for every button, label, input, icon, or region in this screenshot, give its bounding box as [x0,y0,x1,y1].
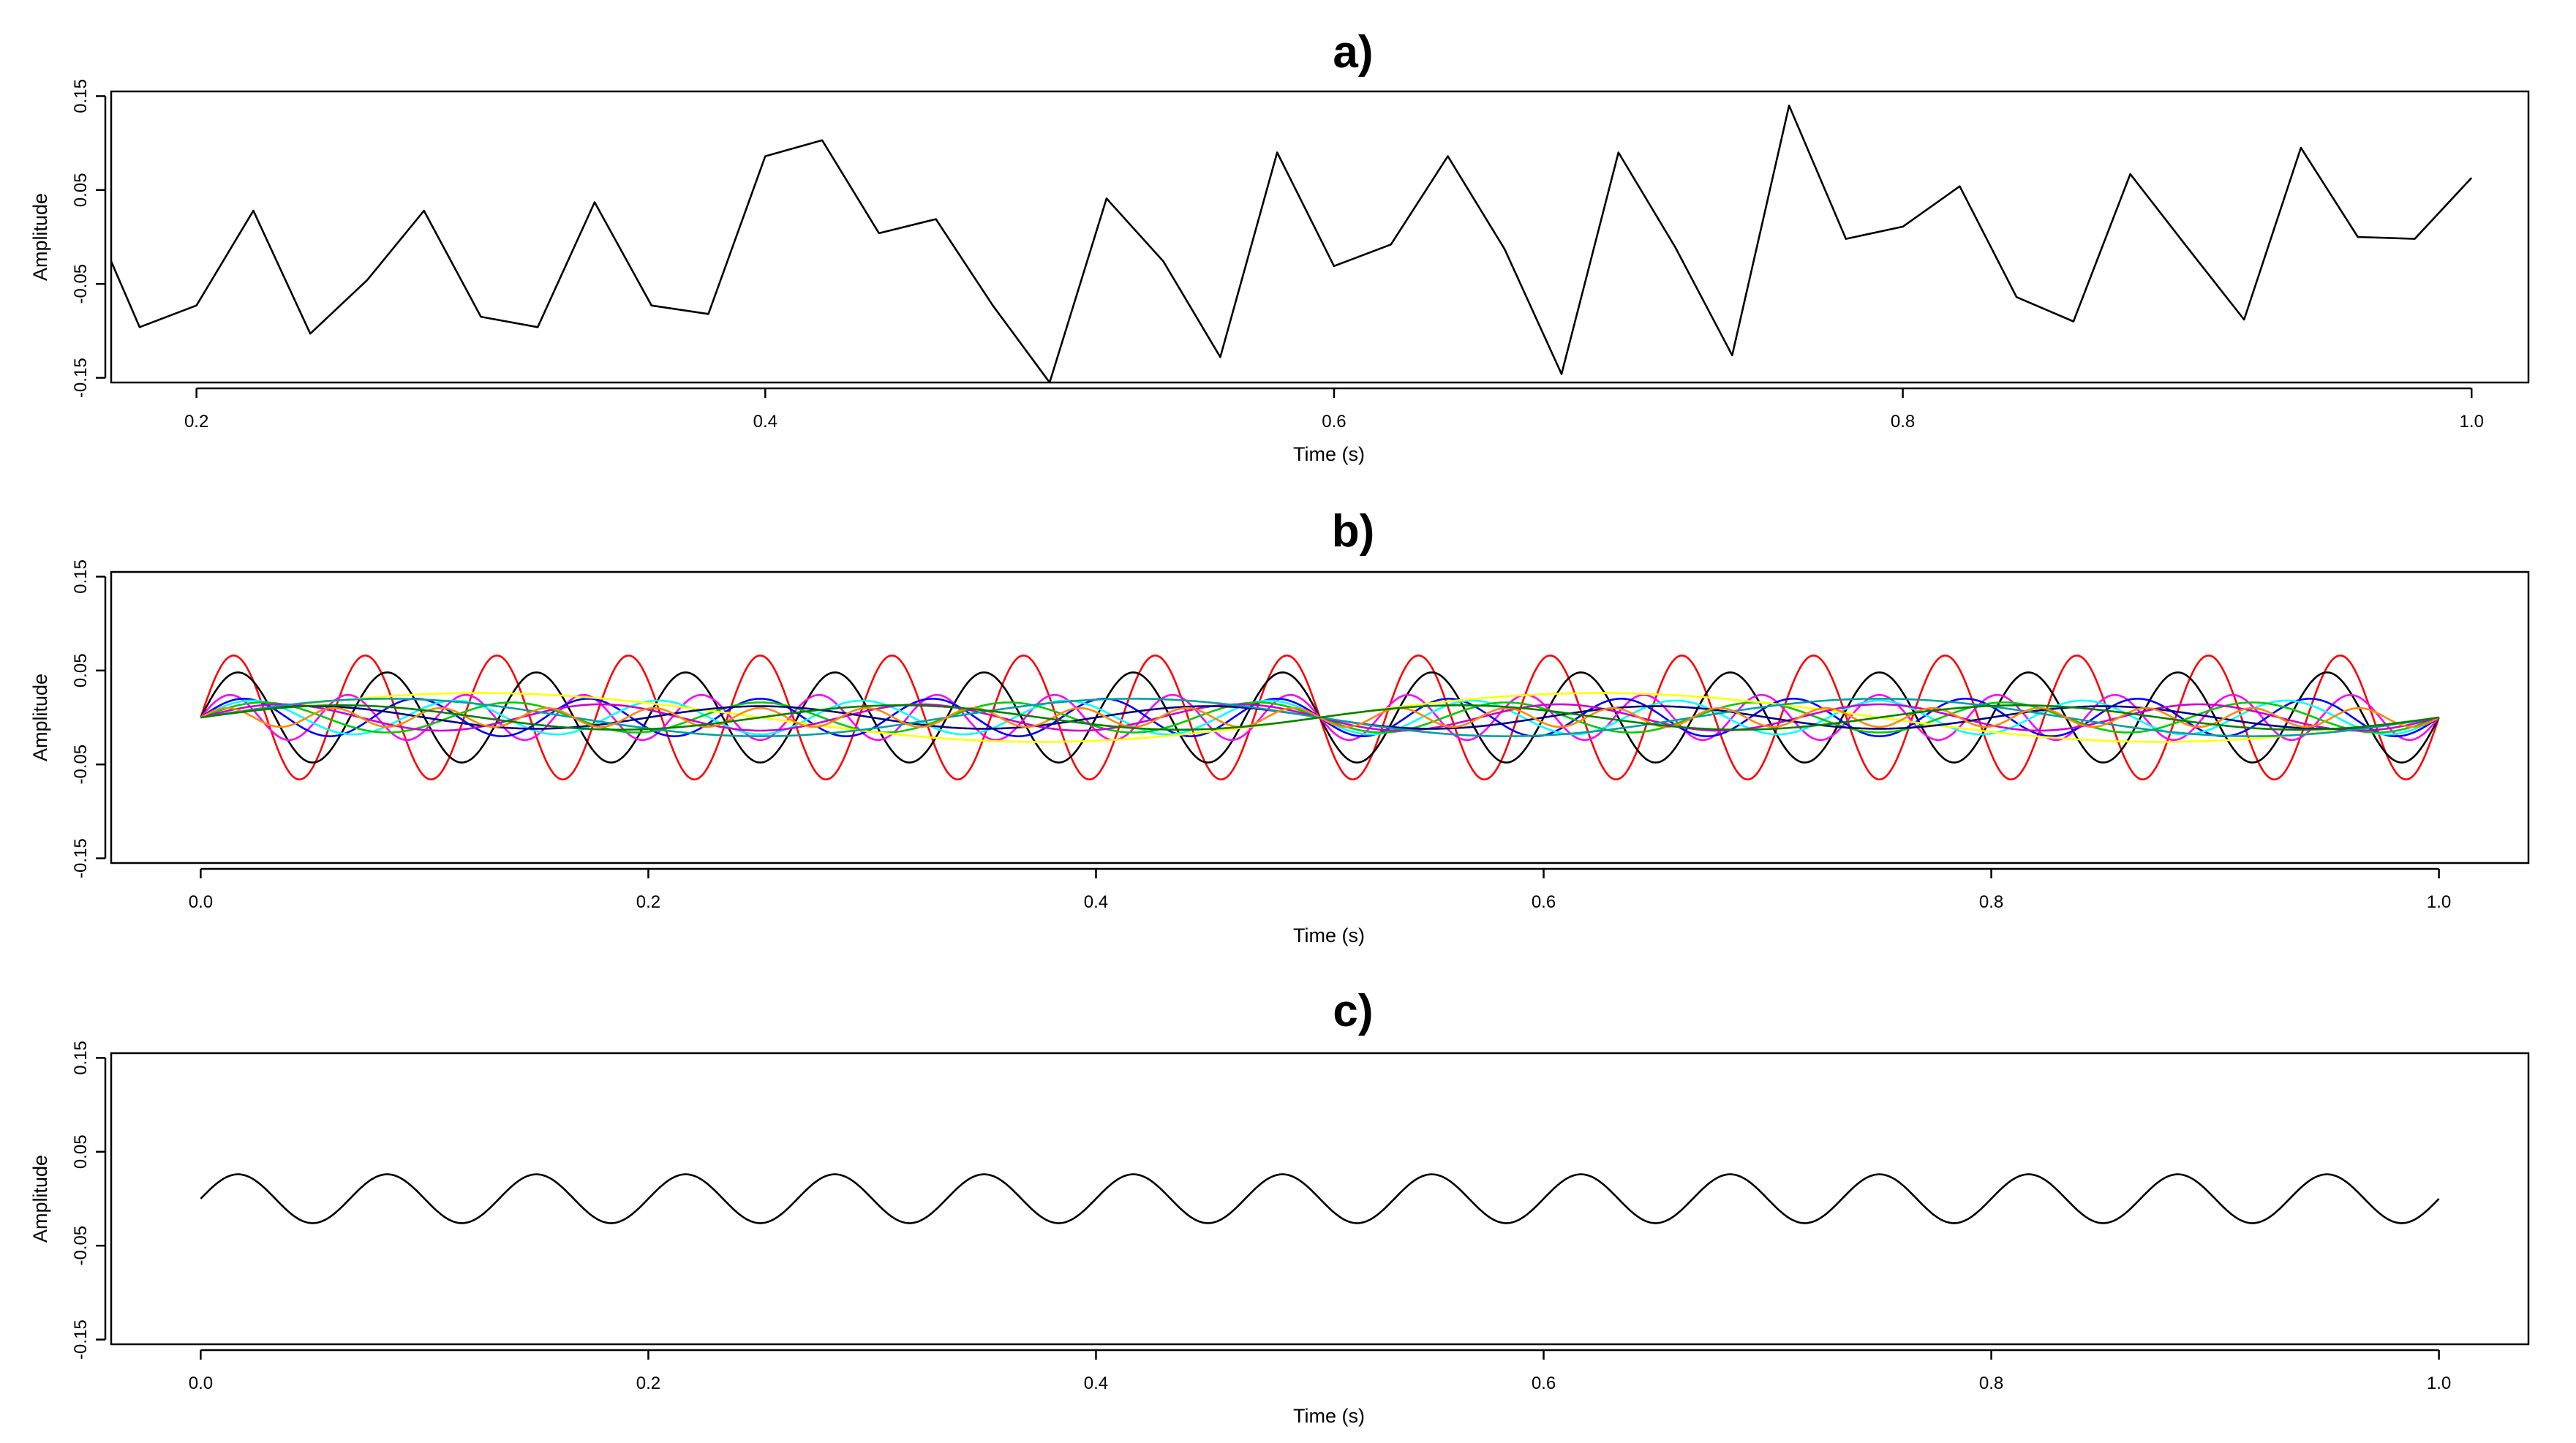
series-group [200,654,2440,780]
x-axis-label: Time (s) [1293,443,1365,465]
y-tick-label: 0.05 [71,1134,91,1169]
x-tick-label: 0.8 [1891,412,1915,432]
x-tick-label: 0.2 [636,1374,660,1393]
panel-title: a) [1333,27,1373,78]
series-line [200,704,2439,731]
y-tick-label: -0.05 [71,264,91,304]
series-group [111,105,2473,383]
x-tick-label: 0.8 [1979,1374,2003,1393]
series-group [200,1173,2440,1224]
y-tick-label: 0.15 [71,560,91,594]
x-tick-label: 1.0 [2460,412,2484,432]
x-tick-label: 0.0 [189,892,213,912]
x-tick-label: 0.6 [1322,412,1346,432]
x-tick-label: 0.4 [1084,892,1108,912]
series-line [111,105,2473,383]
y-tick-label: -0.15 [71,838,91,878]
x-tick-label: 0.0 [189,1374,213,1393]
x-tick-label: 0.4 [753,412,777,432]
y-axis-label: Amplitude [29,674,51,761]
x-tick-label: 0.6 [1532,892,1556,912]
x-axis: 0.0 0.2 0.4 0.6 0.8 1.0 [189,1349,2451,1393]
x-axis: 0.2 0.4 0.6 0.8 1.0 [184,387,2484,432]
y-axis-label: Amplitude [29,1155,51,1243]
x-tick-label: 0.2 [184,412,208,432]
plot-frame [110,90,2530,384]
y-tick-label: 0.15 [71,1041,91,1075]
x-tick-label: 0.4 [1084,1374,1108,1393]
y-axis-label: Amplitude [29,193,51,281]
y-tick-label: 0.15 [71,79,91,113]
x-tick-label: 0.6 [1532,1374,1556,1393]
panel-title: c) [1333,986,1373,1036]
x-tick-label: 1.0 [2427,892,2451,912]
series-line [200,1173,2440,1224]
y-tick-label: -0.05 [71,1226,91,1266]
y-axis: 0.15 0.05 -0.05 -0.15 [71,1041,107,1360]
y-tick-label: -0.15 [71,1319,91,1360]
x-tick-label: 0.2 [636,892,660,912]
plot-frame [110,570,2530,864]
panel-b: b) 0.0 0.2 0.4 0.6 0.8 1.0 0.15 0.05 -0.05 -0.15… [29,506,2530,946]
panel-c: c) 0.0 0.2 0.4 0.6 0.8 1.0 0.15 0.05 -0.05 -0.15… [29,986,2530,1427]
x-axis-label: Time (s) [1293,924,1365,946]
x-axis: 0.0 0.2 0.4 0.6 0.8 1.0 [189,867,2451,912]
panel-title: b) [1332,506,1375,557]
y-axis: 0.15 0.05 -0.05 -0.15 [71,79,107,398]
x-tick-label: 0.8 [1979,892,2003,912]
y-axis: 0.15 0.05 -0.05 -0.15 [71,560,107,878]
y-tick-label: 0.05 [71,653,91,687]
y-tick-label: -0.15 [71,358,91,398]
plot-frame [110,1052,2530,1346]
y-tick-label: -0.05 [71,745,91,785]
x-axis-label: Time (s) [1293,1405,1365,1427]
panel-a: a) 0.2 0.4 0.6 0.8 1.0 0.15 0.05 -0.05 -0.15 Ti… [29,27,2530,465]
y-tick-label: 0.05 [71,173,91,207]
x-tick-label: 1.0 [2427,1374,2451,1393]
